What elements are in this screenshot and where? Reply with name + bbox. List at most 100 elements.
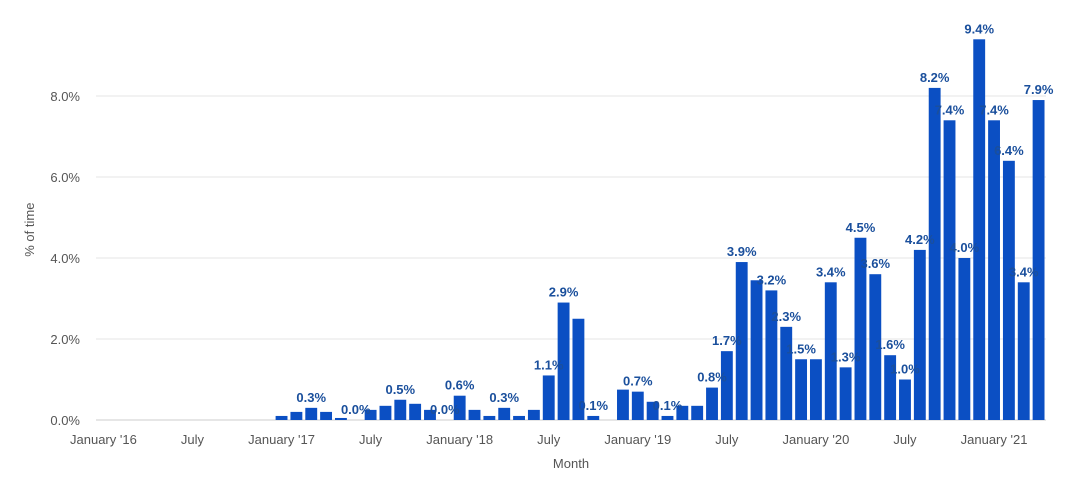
bar-2019-01[interactable] <box>631 391 644 420</box>
bar-2018-03[interactable] <box>483 415 496 420</box>
bar-2019-06[interactable] <box>706 387 718 420</box>
x-axis-title: Month <box>553 456 589 471</box>
data-label-2017-03: 0.3% <box>296 390 326 405</box>
bar-2018-05[interactable] <box>513 415 525 420</box>
y-tick-label: 6.0% <box>50 170 80 185</box>
bar-2019-09[interactable] <box>750 280 763 420</box>
bar-2020-08[interactable] <box>913 249 926 420</box>
data-label-2019-08: 3.9% <box>727 244 757 259</box>
bar-2019-02[interactable] <box>646 401 659 420</box>
data-label-2018-10: 0.1% <box>578 398 608 413</box>
data-label-2017-09: 0.5% <box>385 382 415 397</box>
bars <box>275 39 1045 421</box>
bar-2019-04[interactable] <box>676 405 689 420</box>
x-axis-ticks: January '16 July January '17 July January '1… <box>70 432 1027 447</box>
bar-2019-08[interactable] <box>735 262 748 420</box>
y-axis-title: % of time <box>22 203 37 257</box>
data-label-2021-04: 7.9% <box>1024 82 1054 97</box>
data-label-2018-04: 0.3% <box>489 390 519 405</box>
data-label-2017-06: 0.0% <box>341 402 371 417</box>
bar-2020-11[interactable] <box>958 258 971 420</box>
bar-2021-04[interactable] <box>1032 100 1045 421</box>
bar-2017-07[interactable] <box>364 409 377 420</box>
bar-2017-05[interactable] <box>334 417 347 420</box>
bar-2021-03[interactable] <box>1017 282 1030 420</box>
bar-2020-09[interactable] <box>928 87 941 421</box>
bar-2020-02[interactable] <box>824 282 837 420</box>
bar-2020-03[interactable] <box>839 367 852 420</box>
bar-2018-04[interactable] <box>498 407 511 420</box>
x-tick-label: January '19 <box>604 432 671 447</box>
x-tick-label: July <box>537 432 561 447</box>
bar-2017-08[interactable] <box>379 405 392 420</box>
bar-2017-11[interactable] <box>424 409 436 420</box>
bar-2018-06[interactable] <box>527 409 540 420</box>
bar-2018-08[interactable] <box>557 302 570 420</box>
x-tick-label: July <box>893 432 917 447</box>
bar-2018-01[interactable] <box>453 395 466 420</box>
data-label-2018-07: 1.1% <box>534 357 564 372</box>
data-label-2019-11: 2.3% <box>771 309 801 324</box>
bar-2020-12[interactable] <box>973 39 986 421</box>
bar-2021-01[interactable] <box>988 120 1000 421</box>
bar-2020-07[interactable] <box>899 379 911 421</box>
bar-2020-01[interactable] <box>809 359 822 420</box>
bar-2018-02[interactable] <box>468 409 481 420</box>
bar-2019-07[interactable] <box>720 351 733 420</box>
data-label-2021-01: 7.4% <box>979 102 1009 117</box>
bar-2020-04[interactable] <box>854 237 867 420</box>
y-axis-ticks: 0.0% 2.0% 4.0% 6.0% 8.0% <box>50 89 80 428</box>
data-label-2020-05: 3.6% <box>860 256 890 271</box>
bar-2017-10[interactable] <box>409 403 422 420</box>
data-label-2020-06: 1.6% <box>875 337 905 352</box>
data-label-2021-03: 3.4% <box>1009 264 1039 279</box>
x-tick-label: January '18 <box>426 432 493 447</box>
data-label-2020-12: 9.4% <box>964 21 994 36</box>
bar-2017-04[interactable] <box>320 411 333 420</box>
data-label-2019-10: 3.2% <box>757 272 787 287</box>
bar-2019-03[interactable] <box>661 415 674 420</box>
bar-2018-07[interactable] <box>542 375 555 420</box>
bar-2018-09[interactable] <box>572 318 585 420</box>
data-label-2019-03: 0.1% <box>653 398 683 413</box>
data-label-2020-03: 1.3% <box>831 349 861 364</box>
bar-2021-02[interactable] <box>1002 160 1015 421</box>
data-label-2020-10: 7.4% <box>935 102 965 117</box>
y-tick-label: 4.0% <box>50 251 80 266</box>
data-labels: 0.3%0.0%0.5%0.0%0.6%0.3%1.1%2.9%0.1%0.7%… <box>296 21 1053 417</box>
bar-2017-02[interactable] <box>290 411 303 420</box>
bar-2020-10[interactable] <box>943 120 956 421</box>
data-label-2018-01: 0.6% <box>445 378 475 393</box>
bar-2018-12[interactable] <box>617 389 629 420</box>
data-label-2019-12: 1.5% <box>786 341 816 356</box>
data-label-2020-07: 1.0% <box>890 362 920 377</box>
bar-2017-03[interactable] <box>305 407 318 420</box>
data-label-2020-09: 8.2% <box>920 70 950 85</box>
data-label-2020-04: 4.5% <box>846 220 876 235</box>
bar-2020-06[interactable] <box>884 355 897 420</box>
y-tick-label: 0.0% <box>50 413 80 428</box>
bar-2018-10[interactable] <box>587 415 600 420</box>
x-tick-label: January '17 <box>248 432 315 447</box>
bar-2019-12[interactable] <box>795 359 808 420</box>
bar-2019-10[interactable] <box>765 290 778 420</box>
data-label-2020-02: 3.4% <box>816 264 846 279</box>
x-tick-label: July <box>715 432 739 447</box>
data-label-2019-06: 0.8% <box>697 370 727 385</box>
x-tick-label: January '20 <box>783 432 850 447</box>
data-label-2020-08: 4.2% <box>905 232 935 247</box>
bar-2017-09[interactable] <box>394 399 407 420</box>
bar-2020-05[interactable] <box>869 274 882 420</box>
bar-2019-05[interactable] <box>691 405 704 420</box>
y-tick-label: 2.0% <box>50 332 80 347</box>
x-tick-label: July <box>359 432 383 447</box>
x-tick-label: January '21 <box>961 432 1028 447</box>
bar-2019-11[interactable] <box>780 326 793 420</box>
data-label-2020-11: 4.0% <box>950 240 980 255</box>
data-label-2017-12: 0.0% <box>430 402 460 417</box>
bar-2017-01[interactable] <box>275 415 288 420</box>
data-label-2018-08: 2.9% <box>549 285 579 300</box>
data-label-2019-01: 0.7% <box>623 374 653 389</box>
